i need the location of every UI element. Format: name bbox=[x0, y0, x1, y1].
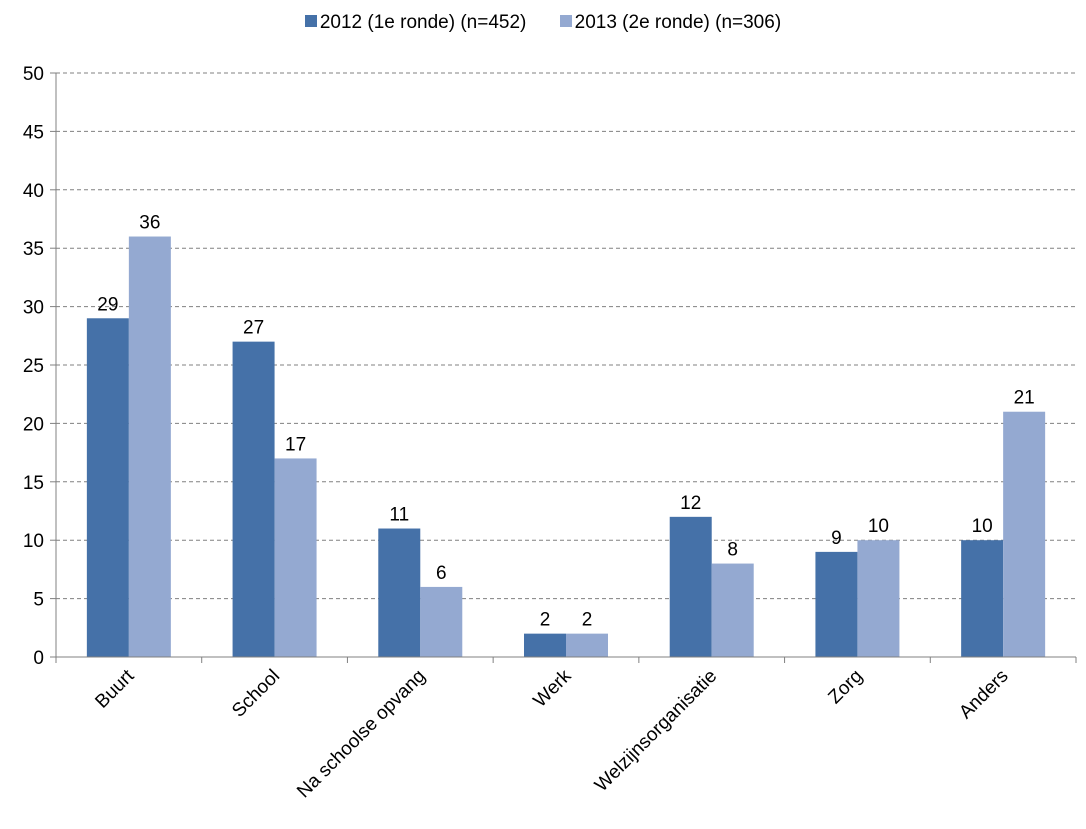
bar-2012 bbox=[232, 341, 275, 657]
legend-swatch-2012 bbox=[304, 14, 317, 27]
data-label: 2 bbox=[540, 610, 551, 631]
bar-2013 bbox=[857, 540, 900, 657]
y-tick-label: 45 bbox=[23, 122, 44, 143]
bar-2013 bbox=[1003, 411, 1046, 657]
bars bbox=[86, 236, 1046, 657]
data-label: 10 bbox=[868, 516, 889, 537]
y-tick-label: 15 bbox=[23, 473, 44, 494]
labels: 051015202530354045502936Buurt2717School1… bbox=[23, 64, 1035, 802]
legend-item-2013: 2013 (2e ronde) (n=306) bbox=[559, 12, 782, 34]
y-tick-label: 0 bbox=[33, 648, 44, 669]
axes bbox=[50, 72, 1077, 663]
bar-2013 bbox=[128, 236, 171, 657]
bar-2013 bbox=[420, 586, 463, 657]
x-category-label: Zorg bbox=[824, 666, 866, 708]
data-label: 36 bbox=[139, 213, 160, 234]
data-label: 8 bbox=[727, 540, 738, 561]
y-tick-label: 40 bbox=[23, 181, 44, 202]
bar-2012 bbox=[815, 551, 858, 657]
bar-2012 bbox=[86, 318, 129, 657]
data-label: 11 bbox=[389, 505, 409, 526]
bar-2013 bbox=[711, 563, 754, 657]
bar-2012 bbox=[669, 516, 712, 657]
data-label: 2 bbox=[582, 610, 593, 631]
x-category-label: Na schoolse opvang bbox=[293, 666, 430, 803]
x-category-label: Welzijnsorganisatie bbox=[591, 666, 721, 796]
x-category-label: Werk bbox=[530, 665, 576, 711]
data-label: 29 bbox=[97, 294, 118, 315]
y-tick-label: 5 bbox=[33, 590, 44, 611]
data-label: 10 bbox=[972, 516, 993, 537]
data-label: 6 bbox=[436, 563, 447, 584]
data-label: 27 bbox=[243, 318, 264, 339]
legend-swatch-2013 bbox=[559, 14, 572, 27]
gridlines bbox=[56, 72, 1076, 600]
legend-label-2012: 2012 (1e ronde) (n=452) bbox=[319, 12, 527, 33]
legend: 2012 (1e ronde) (n=452) 2013 (2e ronde) … bbox=[0, 12, 1086, 34]
data-label: 17 bbox=[285, 434, 306, 455]
y-tick-label: 50 bbox=[23, 64, 44, 85]
bar-2013 bbox=[566, 633, 608, 657]
y-tick-label: 20 bbox=[23, 414, 44, 435]
x-category-label: Anders bbox=[955, 666, 1012, 723]
legend-item-2012: 2012 (1e ronde) (n=452) bbox=[304, 12, 527, 34]
y-tick-label: 35 bbox=[23, 239, 44, 260]
bar-2012 bbox=[524, 633, 566, 657]
bar-2012 bbox=[378, 528, 421, 657]
y-tick-label: 25 bbox=[23, 356, 44, 377]
y-tick-label: 10 bbox=[23, 531, 44, 552]
y-tick-label: 30 bbox=[23, 298, 44, 319]
data-label: 21 bbox=[1014, 388, 1035, 409]
data-label: 12 bbox=[680, 493, 701, 514]
data-label: 9 bbox=[831, 528, 842, 549]
bar-2012 bbox=[961, 540, 1004, 657]
x-category-label: School bbox=[228, 666, 284, 722]
legend-label-2013: 2013 (2e ronde) (n=306) bbox=[574, 12, 782, 33]
bar-2013 bbox=[274, 458, 317, 657]
x-category-label: Buurt bbox=[91, 665, 138, 712]
